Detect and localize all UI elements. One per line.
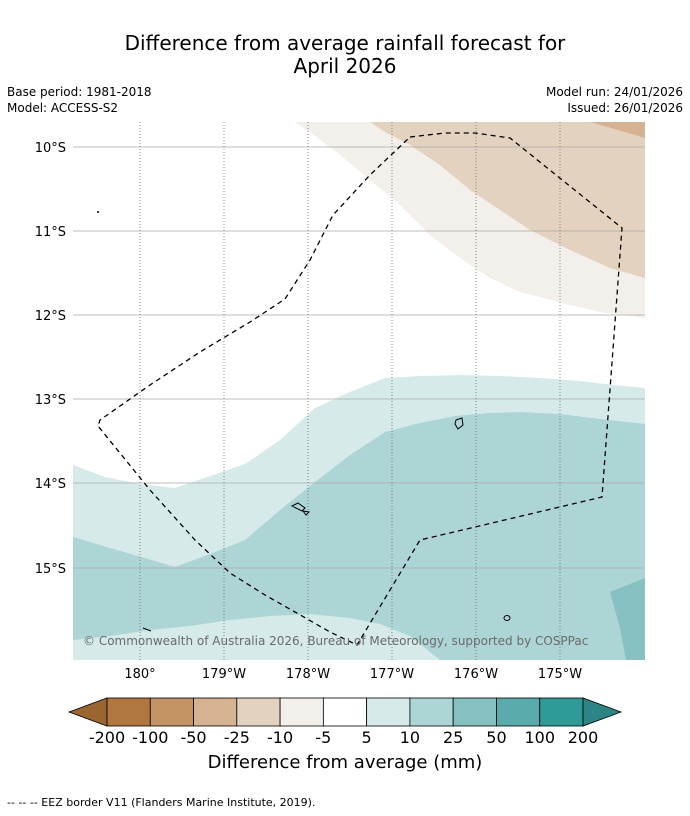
colorbar-tick-label: 200	[568, 728, 599, 747]
colorbar-ticks: -200 -100 -50 -25 -10 -5 5 10 25 50 100 200	[89, 728, 598, 747]
lon-label-175w: 175°W	[538, 667, 582, 682]
lat-label-14s: 14°S	[35, 477, 66, 492]
colorbar-segment	[539, 697, 584, 727]
colorbar-tick-label: -50	[180, 728, 206, 747]
lon-label-180: 180°	[124, 667, 155, 682]
colorbar-extend-under	[67, 697, 108, 727]
colorbar-segment	[193, 697, 238, 727]
colorbar-segment	[149, 697, 194, 727]
lat-label-10s: 10°S	[35, 141, 66, 156]
contour-plus25	[610, 578, 645, 660]
colorbar-segment	[409, 697, 454, 727]
eez-border	[97, 132, 623, 646]
lon-label-179w: 179°W	[202, 667, 246, 682]
colorbar-segment	[106, 697, 151, 727]
map-area: © Commonwealth of Australia 2026, Bureau…	[73, 122, 645, 660]
lon-label-177w: 177°W	[370, 667, 414, 682]
lon-label-178w: 178°W	[286, 667, 330, 682]
island-wallis	[454, 417, 464, 430]
chart-title-line1: Difference from average rainfall forecas…	[124, 31, 566, 55]
island-reef	[142, 627, 152, 632]
colorbar-tick-label: 25	[443, 728, 463, 747]
model-name: Model: ACCESS-S2	[7, 101, 119, 115]
copyright-text: © Commonwealth of Australia 2026, Bureau…	[83, 634, 588, 648]
colorbar-segment	[452, 697, 497, 727]
colorbar-tick-label: -25	[224, 728, 250, 747]
island-small	[503, 615, 511, 621]
contour-plus10	[73, 412, 645, 660]
lat-label-15s: 15°S	[35, 562, 66, 577]
colorbar-tick-label: 10	[400, 728, 420, 747]
colorbar-segment	[279, 697, 324, 727]
colorbar-tick-label: -5	[315, 728, 331, 747]
lat-label-13s: 13°S	[35, 393, 66, 408]
colorbar-extend-over	[582, 697, 623, 727]
lat-gridlines	[73, 146, 645, 569]
colorbar-tick-label: 50	[486, 728, 506, 747]
colorbar-segment	[366, 697, 411, 727]
colorbar-tick-label: -200	[89, 728, 125, 747]
colorbar-tick-label: -100	[132, 728, 168, 747]
colorbar-segment	[236, 697, 281, 727]
eez-legend-note: -- -- -- EEZ border V11 (Flanders Marine…	[7, 796, 316, 809]
colorbar-tick-label: 100	[524, 728, 555, 747]
lon-labels: 180° 179°W 178°W 177°W 176°W 175°W	[124, 667, 582, 682]
lat-label-11s: 11°S	[35, 225, 66, 240]
contour-low-plus5	[73, 614, 440, 660]
contour-minus25	[590, 122, 645, 138]
colorbar	[67, 697, 623, 727]
colorbar-title: Difference from average (mm)	[207, 752, 483, 773]
colorbar-segment	[496, 697, 541, 727]
lat-label-12s: 12°S	[35, 309, 66, 324]
base-period: Base period: 1981-2018	[7, 85, 152, 99]
lon-label-176w: 176°W	[454, 667, 498, 682]
chart-title-line2: April 2026	[293, 54, 397, 78]
colorbar-tick-label: -10	[267, 728, 293, 747]
colorbar-segment	[322, 697, 368, 727]
lat-labels: 10°S 11°S 12°S 13°S 14°S 15°S	[35, 141, 66, 577]
model-run: Model run: 24/01/2026	[545, 85, 683, 99]
contour-minus10	[370, 122, 645, 278]
issued-date: Issued: 26/01/2026	[567, 101, 683, 115]
island-dot	[97, 211, 99, 213]
island-futuna	[290, 502, 311, 516]
colorbar-tick-label: 5	[362, 728, 372, 747]
